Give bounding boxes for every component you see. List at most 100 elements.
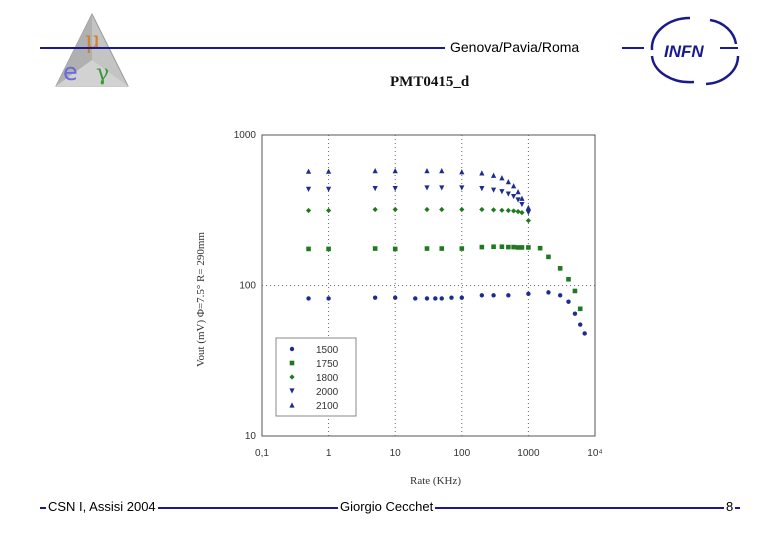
data-point — [326, 207, 332, 214]
data-point — [424, 246, 430, 251]
data-point — [326, 168, 332, 174]
data-point — [459, 169, 465, 175]
x-tick-label: 100 — [453, 448, 470, 459]
data-point — [515, 245, 521, 250]
series-1500 — [306, 290, 587, 336]
data-point — [511, 244, 516, 250]
data-point — [459, 246, 465, 251]
legend-label: 2100 — [316, 401, 339, 412]
data-point — [499, 244, 505, 250]
x-tick-label: 10⁴ — [587, 448, 602, 459]
data-point — [557, 266, 563, 271]
data-point — [511, 183, 517, 189]
y-tick-label: 1000 — [234, 130, 257, 141]
data-point — [413, 296, 418, 301]
legend-label: 1500 — [316, 345, 339, 356]
x-axis-label: Rate (KHz) — [410, 475, 461, 487]
y-axis-label: Vout (mV) Φ=7.5° R= 290mm — [195, 232, 207, 367]
legend-label: 1750 — [316, 359, 339, 370]
logo-mu-glyph: μ — [85, 26, 101, 54]
data-point — [577, 306, 583, 312]
header-rule-left — [40, 47, 445, 49]
data-point — [439, 296, 444, 301]
y-tick-labels: 1000 100 10 — [234, 130, 257, 442]
x-tick-label: 1000 — [517, 448, 540, 459]
data-point — [424, 206, 430, 213]
data-point — [372, 246, 378, 251]
data-point — [479, 244, 485, 250]
data-point — [505, 207, 511, 214]
data-point — [525, 217, 531, 224]
data-point — [372, 295, 378, 300]
data-point — [392, 246, 398, 252]
data-point — [372, 168, 378, 174]
data-point — [515, 197, 521, 203]
data-point — [305, 207, 312, 214]
data-point — [459, 185, 465, 191]
data-point — [499, 189, 505, 195]
data-point — [506, 244, 511, 250]
data-point — [566, 276, 571, 282]
data-point — [433, 296, 438, 301]
data-point — [306, 246, 311, 252]
data-point — [537, 245, 543, 251]
data-point — [519, 195, 525, 201]
data-point — [326, 186, 332, 193]
data-point — [424, 168, 430, 174]
legend-marker — [289, 388, 295, 394]
x-tick-labels: 0,1 1 10 100 1000 10⁴ — [255, 448, 603, 459]
series-1800 — [305, 206, 531, 224]
data-point — [306, 296, 311, 301]
data-point — [519, 201, 525, 208]
data-point — [393, 295, 398, 300]
x-tick-label: 0,1 — [255, 448, 269, 459]
data-point — [546, 290, 551, 295]
data-point — [526, 291, 531, 297]
data-series — [305, 168, 587, 336]
data-point — [511, 208, 517, 214]
x-tick-label: 10 — [390, 448, 402, 459]
data-point — [557, 293, 563, 298]
data-point — [326, 296, 331, 301]
data-point — [479, 170, 485, 176]
data-point — [572, 311, 578, 316]
data-point — [515, 189, 521, 195]
data-point — [372, 206, 378, 213]
mu-e-gamma-logo: μ e γ — [55, 12, 129, 87]
data-point — [525, 210, 531, 216]
data-point — [305, 186, 312, 193]
data-point — [511, 193, 517, 200]
data-point — [499, 175, 505, 181]
data-point — [305, 168, 312, 174]
data-point — [491, 293, 496, 298]
legend-marker — [289, 374, 295, 380]
data-point — [326, 246, 331, 252]
footer-event: CSN I, Assisi 2004 — [46, 499, 158, 514]
data-point — [439, 185, 445, 191]
y-tick-label: 10 — [245, 431, 257, 442]
data-point — [525, 204, 531, 211]
data-point — [424, 185, 430, 191]
data-point — [578, 322, 583, 327]
legend-box — [275, 337, 357, 417]
legend: 1500 1750 1800 2000 2100 — [275, 337, 357, 417]
data-point — [572, 288, 578, 294]
data-point — [449, 295, 454, 300]
series-2000 — [305, 185, 531, 216]
data-point — [505, 179, 511, 185]
infn-logo-text: INFN — [664, 42, 704, 61]
data-point — [392, 206, 398, 213]
footer-author: Giorgio Cecchet — [338, 499, 436, 514]
data-point — [479, 206, 485, 213]
data-point — [459, 206, 465, 213]
data-point — [491, 244, 496, 250]
data-point — [439, 246, 445, 251]
data-point — [459, 295, 464, 300]
data-point — [490, 187, 497, 193]
header-rule-mid — [622, 47, 644, 49]
series-2100 — [305, 168, 531, 211]
data-point — [424, 296, 430, 301]
legend-label: 2000 — [316, 387, 339, 398]
data-point — [506, 293, 511, 298]
data-point — [392, 168, 398, 174]
